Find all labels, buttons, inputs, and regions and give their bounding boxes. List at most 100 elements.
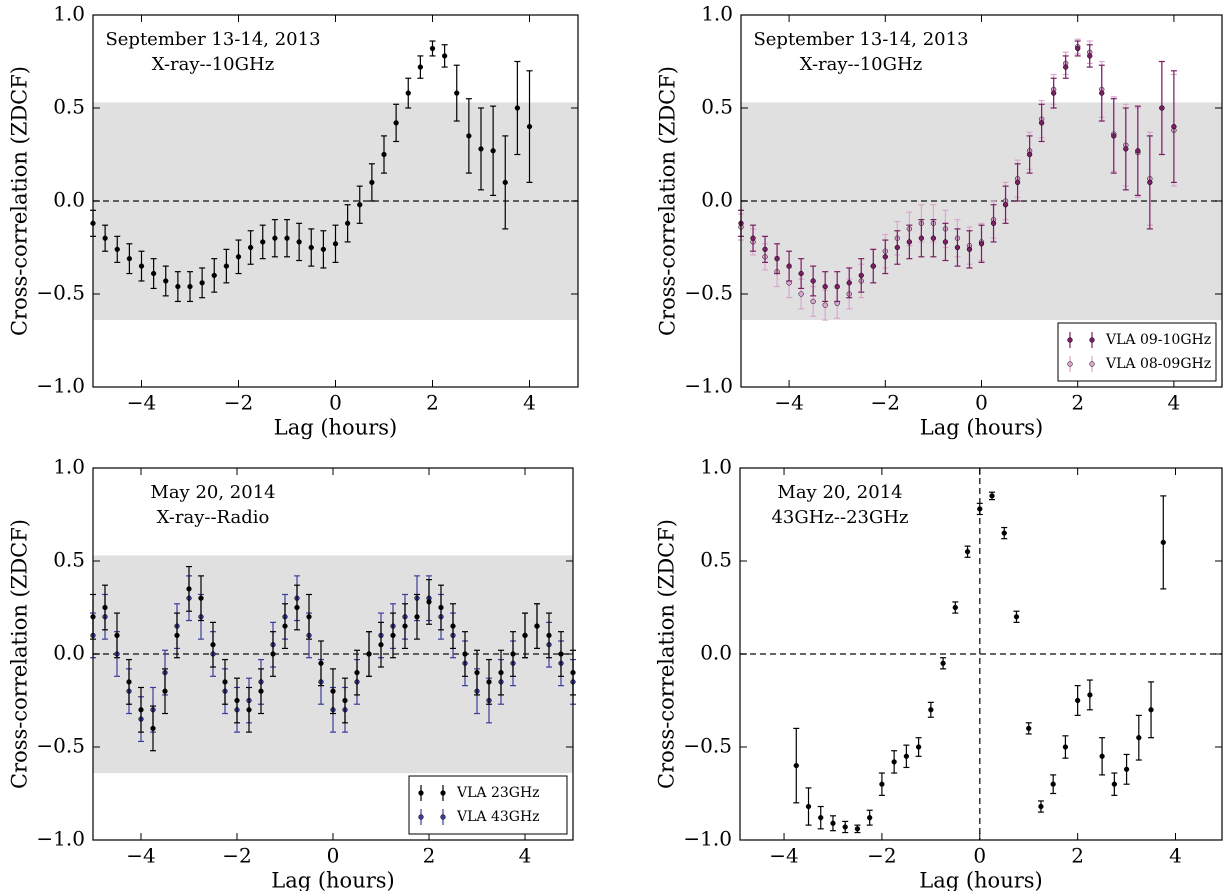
point — [474, 669, 480, 676]
y-tick-label: 0.0 — [700, 641, 732, 665]
point — [270, 651, 276, 657]
point — [1014, 179, 1021, 186]
point — [1063, 64, 1069, 70]
point — [393, 120, 399, 126]
x-tick-label: −2 — [871, 391, 900, 415]
y-tick-label: −1.0 — [684, 374, 733, 398]
y-axis-label: Cross-correlation (ZDCF) — [655, 519, 679, 789]
point — [247, 244, 254, 251]
y-tick-label: 0.5 — [53, 95, 85, 119]
x-axis-label: Lag (hours) — [271, 869, 394, 891]
point — [234, 697, 240, 704]
shaded-band — [93, 102, 578, 321]
point — [870, 263, 876, 269]
point — [750, 235, 756, 241]
point — [429, 45, 436, 52]
point — [478, 146, 484, 152]
x-axis-label: Lag (hours) — [274, 416, 397, 440]
y-axis-label: Cross-correlation (ZDCF) — [8, 66, 32, 336]
point — [330, 688, 336, 694]
point — [942, 239, 949, 245]
point — [510, 651, 516, 657]
point — [308, 244, 314, 251]
legend-swatch — [440, 814, 446, 820]
point — [774, 256, 780, 262]
y-axis-label: Cross-correlation (ZDCF) — [8, 519, 32, 789]
y-tick-label: 1.0 — [701, 2, 733, 26]
x-axis-label: Lag (hours) — [920, 416, 1043, 440]
point — [1001, 530, 1007, 536]
point — [294, 604, 300, 611]
point — [198, 595, 204, 601]
annotation: X-ray--10GHz — [152, 54, 274, 75]
point — [369, 179, 375, 186]
legend-swatch — [1089, 361, 1095, 367]
point — [786, 263, 792, 269]
x-tick-label: 0 — [329, 391, 342, 415]
point — [989, 493, 995, 499]
x-tick-label: 0 — [975, 391, 988, 415]
x-tick-label: 4 — [1168, 391, 1181, 415]
point — [441, 53, 448, 59]
y-tick-label: −1.0 — [36, 827, 85, 851]
point — [450, 623, 456, 629]
point — [1075, 45, 1081, 52]
point — [318, 660, 324, 666]
point — [1123, 146, 1129, 152]
point — [126, 679, 132, 685]
legend-box — [408, 775, 568, 835]
point — [818, 815, 824, 821]
point — [381, 151, 387, 158]
point — [199, 280, 205, 286]
point — [366, 651, 372, 657]
point — [1026, 151, 1033, 158]
legend-label: VLA 08-09GHz — [1105, 356, 1211, 372]
point — [522, 632, 528, 639]
y-tick-label: 1.0 — [53, 455, 85, 479]
point — [260, 239, 266, 245]
y-tick-label: −0.5 — [36, 734, 85, 758]
panel: −4 −2 0 2 4 −1.0 −0.5 0.0 0.5 1.0 Lag (hours) Cross… — [655, 455, 1223, 891]
point — [466, 133, 472, 139]
point — [1074, 697, 1081, 704]
x-tick-label: 4 — [1169, 844, 1182, 868]
point — [306, 614, 312, 620]
point — [830, 820, 836, 826]
legend-label: VLA 23GHz — [456, 785, 540, 801]
point — [150, 270, 157, 277]
point — [1050, 781, 1056, 787]
point — [1051, 90, 1057, 96]
point — [526, 123, 533, 130]
legend-swatch — [1067, 361, 1073, 367]
y-tick-label: 0.0 — [701, 188, 733, 212]
point — [284, 235, 290, 241]
point — [357, 202, 363, 208]
x-tick-label: 2 — [423, 844, 436, 868]
point — [1160, 539, 1166, 546]
point — [332, 241, 339, 247]
y-tick-label: −1.0 — [36, 374, 85, 398]
y-axis-label: Cross-correlation (ZDCF) — [656, 66, 680, 336]
annotation: September 13-14, 2013 — [105, 29, 320, 50]
point — [462, 651, 468, 657]
point — [354, 669, 360, 676]
point — [930, 235, 937, 241]
point — [454, 90, 460, 96]
y-tick-label: −0.5 — [684, 281, 733, 305]
point — [793, 762, 799, 769]
x-tick-label: 0 — [973, 844, 986, 868]
point — [952, 604, 958, 611]
point — [405, 90, 411, 96]
y-tick-label: 0.0 — [53, 641, 85, 665]
point — [502, 179, 508, 186]
y-tick-label: 1.0 — [53, 2, 85, 26]
point — [417, 64, 424, 70]
point — [891, 759, 897, 765]
annotation: May 20, 2014 — [777, 482, 902, 503]
point — [1038, 120, 1045, 126]
annotation: X-ray--10GHz — [800, 54, 922, 75]
point — [272, 235, 278, 241]
point — [378, 642, 384, 648]
point — [1062, 744, 1069, 750]
x-tick-label: −2 — [867, 844, 896, 868]
